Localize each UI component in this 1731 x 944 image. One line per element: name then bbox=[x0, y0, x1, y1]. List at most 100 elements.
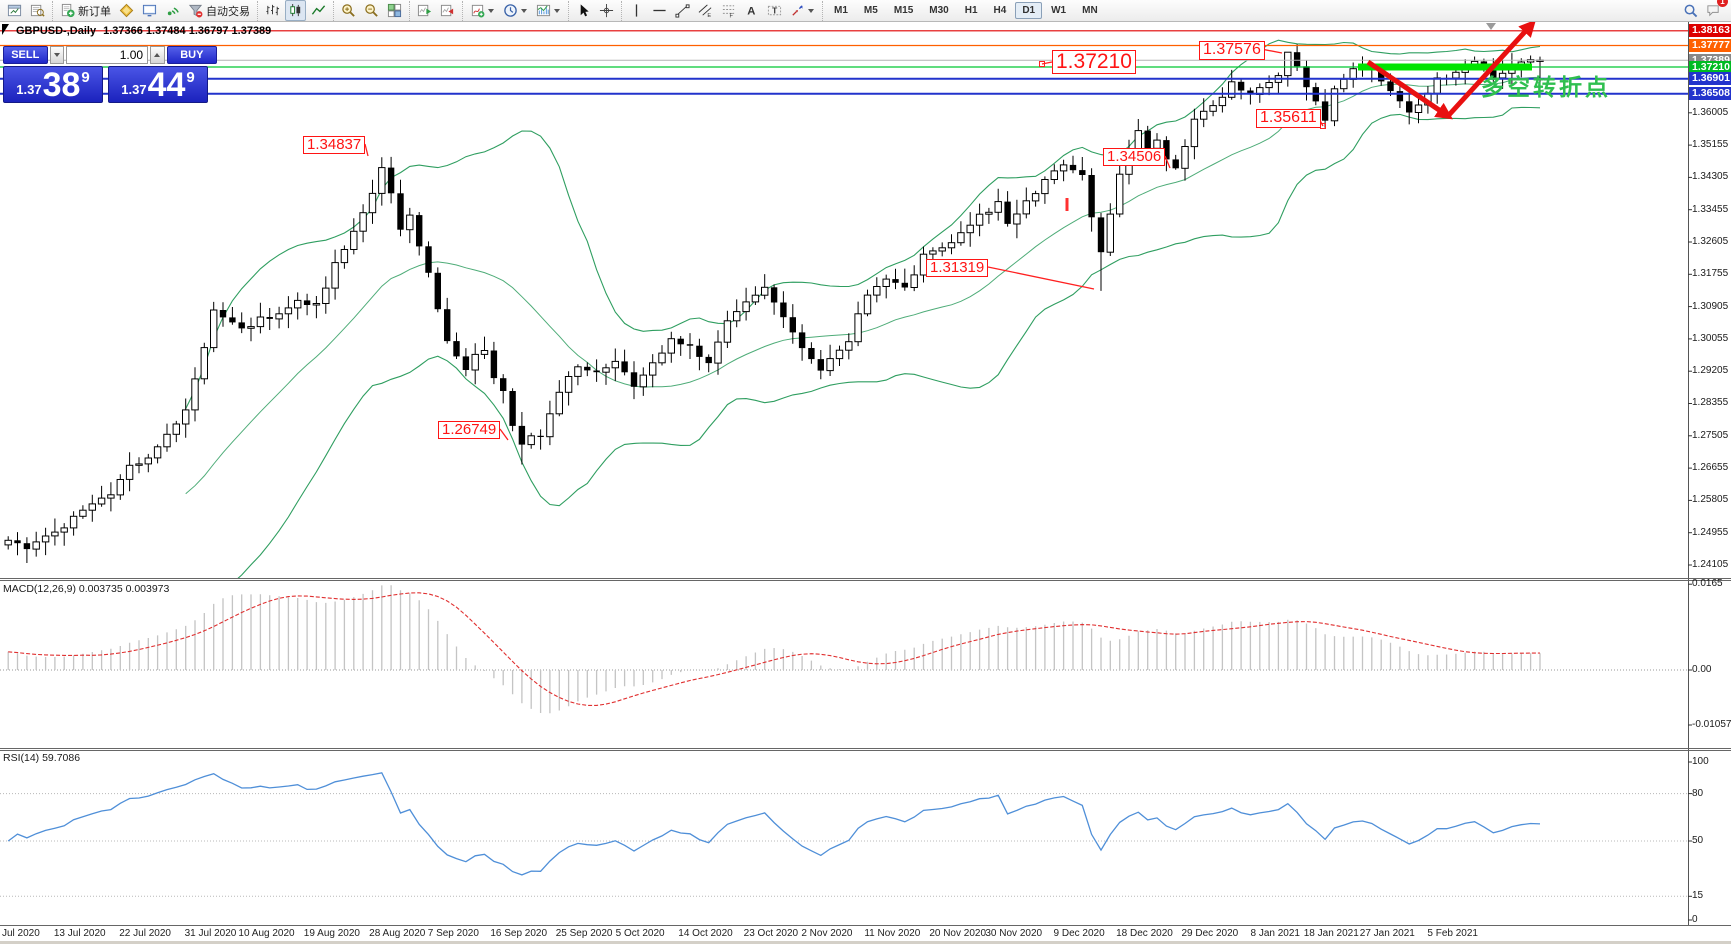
symbol-period-label: GBPUSD-,Daily bbox=[16, 25, 97, 37]
price-tick-label: 1.31755 bbox=[1692, 268, 1729, 280]
toolbar-group bbox=[257, 0, 333, 21]
price-annotation-label[interactable]: 1.34506 bbox=[1103, 148, 1166, 166]
channel-tool-button[interactable]: E bbox=[695, 0, 716, 21]
projection-arrow[interactable] bbox=[1446, 21, 1537, 118]
volume-increase-button[interactable] bbox=[150, 46, 165, 64]
cursor-tool-button[interactable] bbox=[573, 0, 594, 21]
timeframe-m30-button[interactable]: M30 bbox=[929, 5, 949, 16]
timeframe-h4-button[interactable]: H4 bbox=[993, 5, 1007, 16]
trendline-tool-button[interactable] bbox=[672, 0, 693, 21]
timeframe-m15-button[interactable]: M15 bbox=[893, 5, 914, 16]
toolbar-right-icons: 1 bbox=[1679, 0, 1731, 21]
projection-arrow[interactable] bbox=[1366, 59, 1453, 120]
search-button[interactable] bbox=[1680, 0, 1701, 21]
mouse-cursor-icon bbox=[2, 24, 9, 35]
volume-input[interactable] bbox=[66, 46, 149, 64]
auto-scroll-button[interactable] bbox=[437, 0, 458, 21]
indicators-menu-button[interactable] bbox=[467, 0, 498, 21]
timeframe-h1-button[interactable]: H1 bbox=[964, 5, 978, 16]
date-tick-label: 30 Nov 2020 bbox=[985, 928, 1043, 939]
price-annotation-label[interactable]: 1.37576 bbox=[1199, 41, 1265, 60]
bollinger-middle-band[interactable] bbox=[185, 76, 1541, 495]
zoom-out-button[interactable] bbox=[361, 0, 382, 21]
arrows-icon bbox=[790, 3, 805, 18]
bid-price-button[interactable]: 1.37 38 9 bbox=[3, 66, 103, 103]
line-chart-mode-button[interactable] bbox=[308, 0, 329, 21]
toolbar-group bbox=[409, 0, 462, 21]
price-annotation-label[interactable]: 1.37210 bbox=[1052, 50, 1136, 75]
bollinger-lower-band[interactable] bbox=[186, 106, 1541, 589]
sell-button[interactable]: SELL bbox=[3, 46, 48, 64]
bullish-candles bbox=[4, 51, 1544, 550]
terminal-button[interactable] bbox=[139, 0, 160, 21]
chart-title: GBPUSD-,Daily 1.37366 1.37484 1.36797 1.3… bbox=[16, 25, 278, 37]
bollinger-upper-band[interactable] bbox=[185, 39, 1541, 410]
chart-shift-marker[interactable] bbox=[1486, 23, 1496, 30]
channel-icon: E bbox=[698, 3, 713, 18]
green-pivot-zone[interactable] bbox=[1358, 63, 1532, 71]
arrows-tool-button[interactable] bbox=[787, 0, 818, 21]
autotrade-button-label: 自动交易 bbox=[206, 5, 250, 18]
axis-price-box: 1.38163 bbox=[1689, 24, 1731, 38]
chevron-down-icon bbox=[808, 8, 814, 13]
date-tick-label: 8 Jan 2021 bbox=[1250, 928, 1300, 939]
date-tick-label: 22 Jul 2020 bbox=[119, 928, 171, 939]
main-price-panel[interactable] bbox=[0, 21, 1688, 590]
chinese-note-text[interactable]: 多空转折点 bbox=[1481, 74, 1611, 100]
price-annotation-label[interactable]: 1.31319 bbox=[926, 259, 989, 277]
timeframe-d1-button[interactable]: D1 bbox=[1015, 2, 1043, 19]
rsi-tick-label: 0 bbox=[1692, 914, 1698, 925]
ask-price-button[interactable]: 1.37 44 9 bbox=[108, 66, 208, 103]
date-tick-label: 19 Aug 2020 bbox=[303, 928, 360, 939]
periods-menu-button[interactable] bbox=[500, 0, 531, 21]
date-tick-label: 2 Nov 2020 bbox=[801, 928, 853, 939]
timeframe-m1-button[interactable]: M1 bbox=[834, 5, 848, 16]
fibonacci-tool-button[interactable]: F bbox=[718, 0, 739, 21]
hline-tool-button[interactable] bbox=[649, 0, 670, 21]
axis-price-box: 1.36508 bbox=[1689, 87, 1731, 101]
price-annotation-label[interactable]: 1.34837 bbox=[303, 136, 366, 154]
date-tick-label: 7 Sep 2020 bbox=[427, 928, 479, 939]
price-annotation-label[interactable]: 1.26749 bbox=[438, 421, 501, 439]
toolbar-group bbox=[568, 0, 621, 21]
bar-chart-mode-button[interactable] bbox=[262, 0, 283, 21]
new-order-button[interactable]: 新订单 bbox=[57, 0, 114, 21]
notification-badge: 1 bbox=[1717, 0, 1728, 7]
market-watch-icon bbox=[119, 3, 134, 18]
text-tool-button[interactable]: A bbox=[741, 0, 762, 21]
signals-button[interactable] bbox=[162, 0, 183, 21]
charts-button[interactable] bbox=[4, 0, 25, 21]
zoom-in-button[interactable] bbox=[338, 0, 359, 21]
templates-menu-button[interactable] bbox=[533, 0, 564, 21]
timeframe-mn-button[interactable]: MN bbox=[1082, 5, 1098, 16]
market-watch-button[interactable] bbox=[116, 0, 137, 21]
date-tick-label: 16 Sep 2020 bbox=[490, 928, 548, 939]
crosshair-tool-button[interactable] bbox=[596, 0, 617, 21]
tile-windows-button[interactable] bbox=[384, 0, 405, 21]
vline-tool-button[interactable] bbox=[626, 0, 647, 21]
one-click-trade-panel: SELL BUY 1.37 38 9 1.37 44 9 bbox=[3, 46, 217, 103]
chart-shift-button[interactable] bbox=[414, 0, 435, 21]
svg-text:T: T bbox=[772, 5, 778, 15]
data-window-icon bbox=[30, 3, 45, 18]
chevron-down-icon bbox=[488, 8, 494, 13]
timeframe-m5-button[interactable]: M5 bbox=[863, 5, 878, 16]
notifications-chat-button[interactable]: 1 bbox=[1703, 0, 1728, 21]
svg-text:A: A bbox=[747, 6, 755, 18]
buy-button[interactable]: BUY bbox=[166, 46, 217, 64]
data-window-button[interactable] bbox=[27, 0, 48, 21]
toolbar-group bbox=[0, 1, 52, 21]
svg-text:F: F bbox=[729, 14, 733, 18]
line-icon bbox=[311, 3, 326, 18]
timeframe-w1-button[interactable]: W1 bbox=[1051, 5, 1067, 16]
date-tick-label: 18 Dec 2020 bbox=[1116, 928, 1173, 939]
price-annotation-label[interactable]: 1.35611 bbox=[1256, 109, 1321, 128]
macd-panel[interactable] bbox=[0, 585, 1688, 714]
rsi-panel[interactable] bbox=[0, 772, 1688, 897]
autotrade-button[interactable]: 自动交易 bbox=[185, 0, 253, 21]
volume-decrease-button[interactable] bbox=[49, 46, 65, 64]
new-order-button-label: 新订单 bbox=[78, 5, 111, 18]
candlestick-mode-button[interactable] bbox=[285, 0, 306, 21]
text-label-tool-button[interactable]: T bbox=[764, 0, 785, 21]
